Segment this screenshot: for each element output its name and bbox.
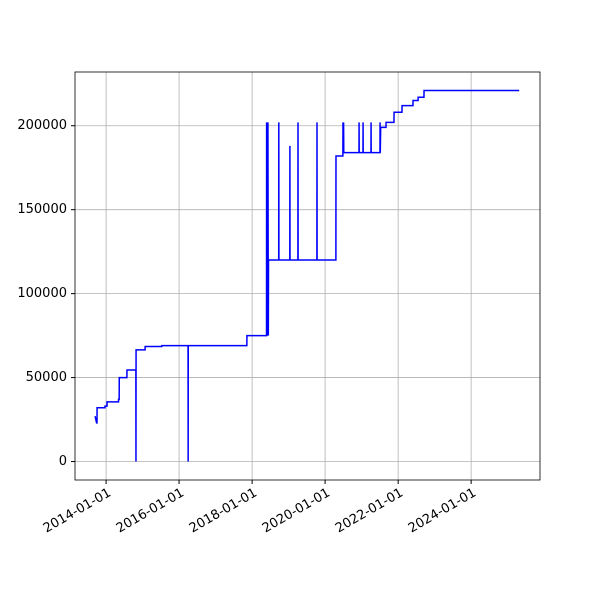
x-tick-label: 2014-01-01 xyxy=(41,486,114,537)
data-line xyxy=(94,89,520,462)
y-tick-label: 150000 xyxy=(17,202,67,217)
y-tick-label: 0 xyxy=(59,454,67,469)
x-tick-label: 2016-01-01 xyxy=(114,486,187,537)
x-tick-label: 2020-01-01 xyxy=(260,486,333,537)
y-tick-label: 50000 xyxy=(26,370,67,385)
x-tick-label: 2018-01-01 xyxy=(187,486,260,537)
plot-frame xyxy=(74,71,541,481)
y-tick-label: 200000 xyxy=(17,118,67,133)
y-tick-label: 100000 xyxy=(17,286,67,301)
x-tick-label: 2024-01-01 xyxy=(406,486,479,537)
x-tick-label: 2022-01-01 xyxy=(333,486,406,537)
